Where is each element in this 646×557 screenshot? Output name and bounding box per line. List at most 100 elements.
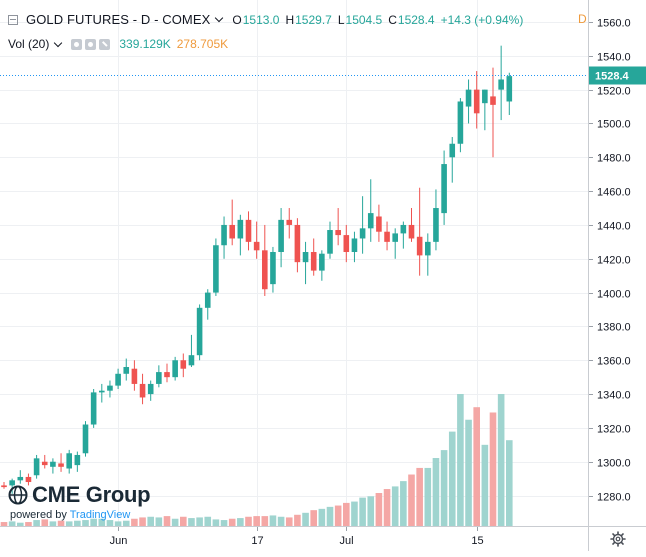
volume-bar xyxy=(310,510,317,526)
candle-body xyxy=(335,230,341,236)
settings-icon[interactable] xyxy=(85,38,97,50)
volume-bar xyxy=(163,516,171,526)
price-tick-label: 1520.0 xyxy=(597,86,631,98)
candle-body xyxy=(294,224,301,263)
candle-body xyxy=(416,236,423,256)
price-scale: 1280.0 1300.0 1320.0 1340.0 1360.0 1380.0 1400… xyxy=(589,18,646,504)
remove-icon[interactable] xyxy=(99,38,111,50)
candle-body xyxy=(253,241,260,251)
volume-bar xyxy=(82,520,89,526)
volume-bar xyxy=(188,518,195,526)
candle-body xyxy=(41,461,48,466)
chart-settings-button[interactable] xyxy=(588,526,646,551)
volume-bar xyxy=(245,516,252,526)
symbol-title[interactable]: GOLD FUTURES - D - COMEX xyxy=(26,12,211,27)
volume-bar xyxy=(25,522,32,526)
volume-bar xyxy=(220,520,228,526)
logo-text: CME Group xyxy=(32,482,151,507)
eye-icon[interactable] xyxy=(71,38,83,50)
candle-body xyxy=(213,245,219,293)
volume-bar xyxy=(465,419,472,526)
volume-bar xyxy=(367,496,375,526)
candle-body xyxy=(262,250,268,290)
candle-body xyxy=(9,480,15,486)
price-tick-label: 1300.0 xyxy=(597,458,631,470)
candle-body xyxy=(50,461,56,467)
volume-bar xyxy=(285,517,293,526)
candle-body xyxy=(302,252,309,263)
candle-body xyxy=(457,101,464,144)
volume-bar xyxy=(351,501,358,526)
candle-body xyxy=(74,454,81,466)
powered-by-text[interactable]: powered by TradingView xyxy=(10,509,150,521)
candle-body xyxy=(449,143,456,158)
volume-bar xyxy=(41,519,49,526)
volume-bar xyxy=(33,520,40,526)
time-axis[interactable]: Jun17Jul15Aug19 xyxy=(0,526,617,551)
price-tick-label: 1540.0 xyxy=(597,52,631,64)
low-value: 1504.5 xyxy=(345,12,383,27)
candle-body xyxy=(123,367,130,374)
candlestick-chart[interactable] xyxy=(0,0,608,526)
open-value: 1513.0 xyxy=(242,12,280,27)
candle-body xyxy=(319,253,325,271)
candle-body xyxy=(400,224,407,234)
high-label: H xyxy=(285,12,295,27)
chevron-down-icon[interactable] xyxy=(54,38,63,47)
candle-body xyxy=(147,383,154,395)
volume-bar xyxy=(131,518,138,526)
candle-body xyxy=(17,476,24,481)
candle-body xyxy=(164,372,170,378)
candle-body xyxy=(90,392,97,425)
candle-body xyxy=(131,368,138,384)
volume-bar xyxy=(473,407,480,526)
volume-bar xyxy=(506,440,513,526)
volume-title[interactable]: Vol (20) xyxy=(8,37,50,51)
candle-body xyxy=(25,476,32,483)
volume-bar xyxy=(114,521,122,526)
volume-bar xyxy=(180,516,187,526)
volume-bar xyxy=(98,518,106,526)
volume-ma-value: 278.705K xyxy=(176,37,229,51)
candle-body xyxy=(99,390,105,393)
price-tick-label: 1320.0 xyxy=(597,424,631,436)
time-tick-label: Jul xyxy=(339,535,353,547)
candle-body xyxy=(270,252,276,285)
volume-bar xyxy=(90,518,97,526)
volume-bar xyxy=(375,493,383,526)
candle-body xyxy=(441,164,447,214)
volume-bar xyxy=(400,481,407,526)
volume-bar xyxy=(432,458,440,526)
candle-body xyxy=(278,219,284,253)
candle-body xyxy=(408,224,415,239)
candle-body xyxy=(156,372,162,384)
change-value: +14.3 (+0.94%) xyxy=(440,12,524,27)
volume-bar xyxy=(171,518,179,526)
price-axis[interactable]: 1280.0 1300.0 1320.0 1340.0 1360.0 1380.0 1400… xyxy=(588,0,646,526)
volume-bar xyxy=(497,394,505,526)
candle-body xyxy=(204,292,211,308)
volume-bar xyxy=(0,522,8,526)
chevron-down-icon[interactable] xyxy=(215,13,224,23)
candle-body xyxy=(245,219,252,242)
collapse-legend-button[interactable] xyxy=(8,14,18,25)
candle-body xyxy=(376,216,382,232)
candle-body xyxy=(115,373,121,386)
price-tick-label: 1360.0 xyxy=(597,356,631,368)
data-flag-badge[interactable]: D xyxy=(578,12,587,26)
candle-body xyxy=(180,360,187,369)
volume-bar xyxy=(57,520,65,526)
volume-bar xyxy=(294,514,301,526)
price-tick-label: 1340.0 xyxy=(597,390,631,402)
candle-body xyxy=(33,458,40,476)
price-tick-label: 1400.0 xyxy=(597,289,631,301)
volume-bar xyxy=(359,497,366,526)
volume-bar xyxy=(334,505,342,526)
volume-bar xyxy=(416,467,423,526)
last-price-badge xyxy=(589,66,646,85)
low-label: L xyxy=(337,12,345,27)
chart-pane[interactable] xyxy=(0,0,608,526)
cme-group-logo[interactable]: CME Group powered by TradingView xyxy=(8,482,151,521)
volume-bar xyxy=(424,467,432,526)
tradingview-link[interactable]: TradingView xyxy=(69,509,131,521)
